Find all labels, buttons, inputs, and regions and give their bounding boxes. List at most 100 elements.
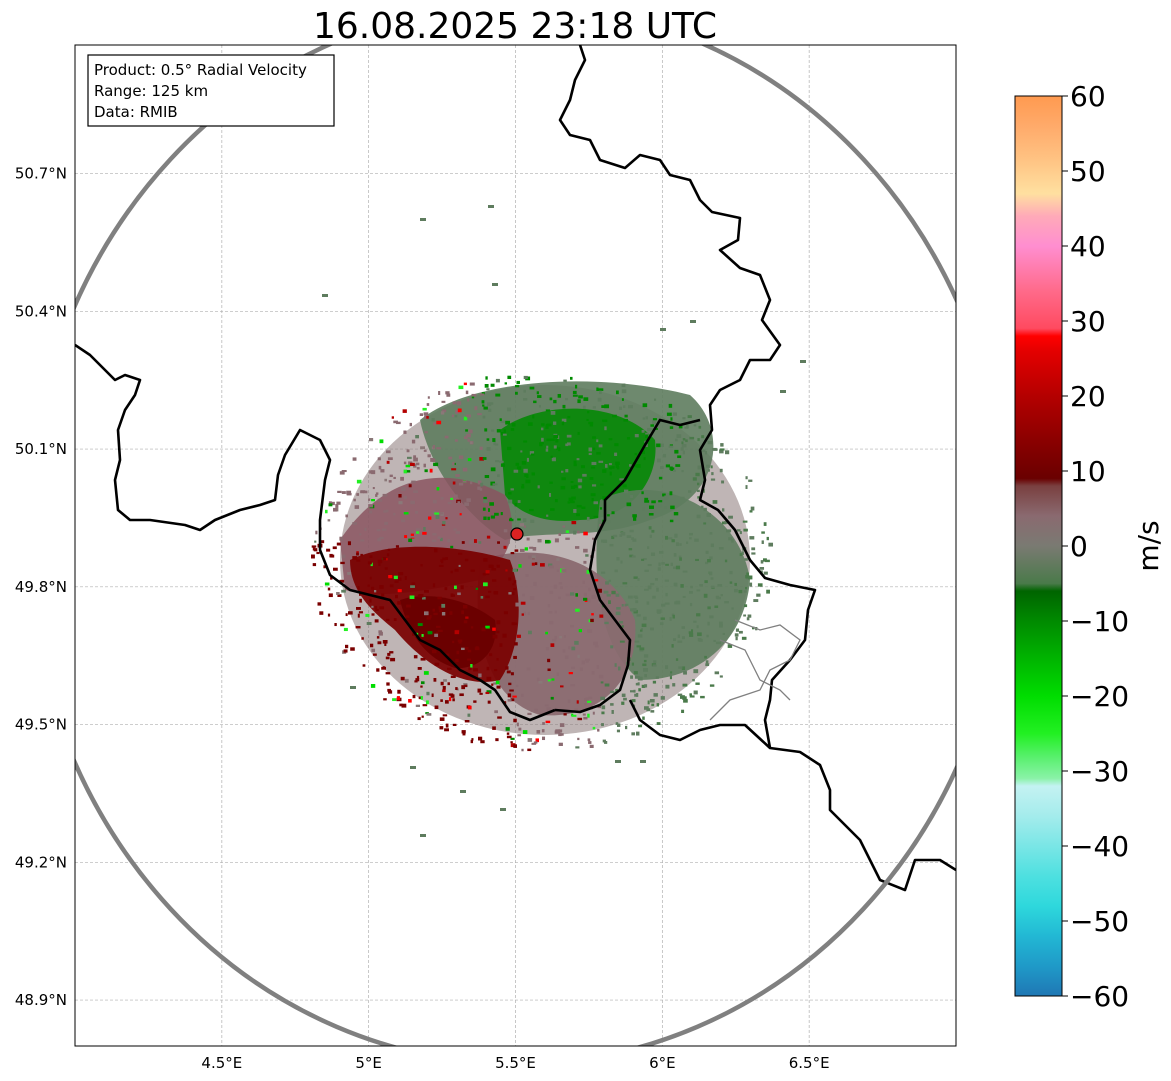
echo-speckle	[507, 446, 512, 451]
echo-speckle	[398, 572, 404, 576]
echo-speckle	[600, 696, 606, 701]
echo-speckle	[441, 523, 446, 526]
colorbar-tick-label: −40	[1070, 830, 1129, 863]
echo-speckle	[678, 555, 682, 558]
echo-speckle	[387, 688, 391, 692]
y-tick-label: 50.4°N	[15, 302, 67, 320]
echo-speckle	[335, 504, 339, 508]
echo-speckle	[734, 633, 739, 637]
echo-speckle	[705, 550, 709, 554]
colorbar-tick-label: −60	[1070, 980, 1129, 1013]
echo-speckle	[452, 481, 456, 485]
echo-speckle	[316, 551, 320, 555]
echo-speckle	[398, 494, 402, 498]
echo-speckle	[357, 613, 360, 618]
echo-speckle	[466, 498, 471, 502]
echo-speckle	[541, 423, 545, 426]
echo-speckle	[434, 512, 440, 515]
echo-speckle	[629, 529, 634, 533]
echo-speckle	[549, 620, 554, 625]
echo-speckle	[431, 693, 434, 698]
x-tick-label: 5°E	[355, 1054, 382, 1072]
echo-speckle	[560, 733, 564, 736]
echo-speckle	[441, 603, 446, 608]
echo-speckle	[343, 627, 348, 632]
echo-speckle	[621, 625, 624, 628]
echo-speckle	[477, 688, 482, 693]
echo-speckle	[587, 410, 590, 414]
border-north-east	[558, 45, 817, 749]
echo-speckle	[642, 716, 645, 720]
echo-speckle	[327, 587, 331, 591]
echo-speckle	[493, 682, 498, 685]
echo-speckle	[624, 603, 627, 607]
echo-speckle	[565, 469, 569, 473]
echo-speckle	[669, 675, 673, 680]
echo-speckle	[422, 704, 428, 707]
echo-speckle	[690, 585, 693, 589]
echo-speckle	[696, 625, 699, 629]
echo-speckle	[685, 439, 688, 443]
echo-speckle	[336, 592, 340, 595]
echo-speckle	[426, 403, 430, 406]
echo-speckle	[570, 592, 575, 596]
echo-speckle	[359, 598, 362, 603]
echo-speckle	[466, 414, 472, 418]
echo-speckle	[575, 746, 580, 749]
echo-speckle	[439, 609, 443, 613]
echo-speckle	[637, 578, 640, 581]
echo-speckle	[671, 539, 675, 543]
echo-speckle	[587, 598, 591, 603]
echo-speckle	[379, 606, 385, 610]
echo-speckle	[561, 568, 567, 573]
echo-speckle	[541, 437, 544, 442]
echo-speckle	[445, 723, 449, 728]
echo-speckle	[577, 717, 583, 721]
echo-speckle	[702, 449, 706, 453]
echo-speckle	[482, 627, 486, 631]
echo-speckle	[449, 611, 453, 615]
echo-speckle	[611, 535, 615, 540]
echo-speckle	[677, 634, 681, 638]
echo-speckle	[592, 484, 597, 487]
echo-speckle	[311, 545, 317, 548]
echo-speckle	[643, 616, 647, 621]
echo-speckle	[445, 391, 450, 395]
echo-speckle	[412, 694, 416, 699]
echo-speckle	[547, 668, 551, 672]
echo-speckle	[599, 524, 602, 527]
echo-speckle	[704, 580, 708, 584]
echo-speckle	[570, 624, 575, 628]
echo-speckle	[556, 672, 559, 677]
echo-speckle	[615, 722, 619, 726]
echo-speckle	[432, 583, 436, 588]
echo-speckle	[356, 559, 361, 562]
echo-speckle	[644, 684, 648, 688]
echo-speckle	[599, 390, 602, 395]
echo-speckle	[330, 554, 335, 558]
echo-speckle	[460, 585, 464, 590]
echo-speckle	[598, 674, 604, 679]
echo-speckle	[374, 605, 378, 610]
echo-speckle	[594, 645, 599, 648]
echo-speckle	[411, 538, 416, 543]
echo-speckle	[689, 633, 694, 637]
echo-speckle	[520, 450, 523, 453]
echo-speckle	[696, 613, 701, 617]
echo-speckle	[592, 711, 595, 715]
echo-speckle	[701, 435, 705, 439]
echo-speckle	[459, 515, 463, 518]
echo-outlier	[350, 686, 356, 689]
echo-speckle	[403, 512, 409, 515]
echo-speckle	[710, 585, 715, 589]
echo-speckle	[347, 541, 352, 546]
echo-speckle	[434, 662, 440, 666]
echo-speckle	[490, 383, 495, 387]
echo-speckle	[766, 536, 769, 541]
echo-speckle	[374, 619, 379, 623]
echo-speckle	[634, 693, 638, 697]
echo-speckle	[345, 514, 348, 518]
echo-speckle	[471, 738, 474, 741]
echo-speckle	[722, 632, 725, 635]
echo-speckle	[698, 638, 703, 642]
